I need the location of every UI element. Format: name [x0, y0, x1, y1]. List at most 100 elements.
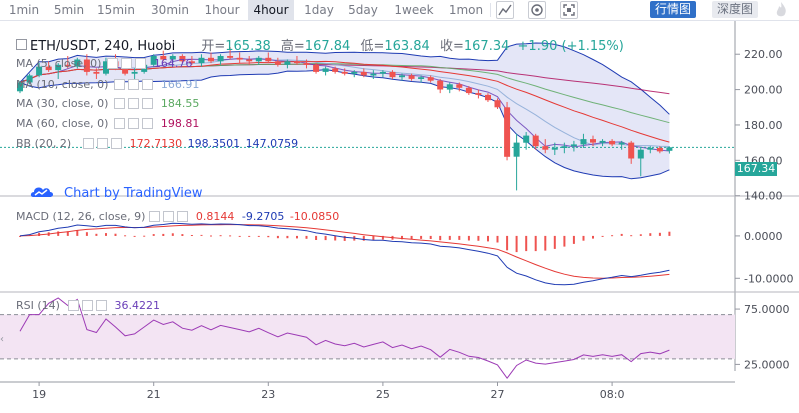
macd-histogram-bar [57, 231, 60, 236]
timeframe-1hour[interactable]: 1hour [204, 3, 240, 17]
ma30-label: MA (30, close, 0) [16, 97, 109, 110]
time-axis-label: 23 [261, 388, 275, 401]
candle-body [198, 57, 205, 64]
chart-container[interactable]: 220.00 200.00 180.00 160.00 140.00 0.0000 -10.… [0, 21, 799, 409]
panel-resize-handle[interactable]: ‹ [0, 334, 4, 345]
eye-icon[interactable] [114, 79, 126, 90]
settings-icon[interactable] [121, 58, 133, 69]
candle-body [131, 71, 138, 74]
candle-body [494, 100, 501, 108]
candle-body [523, 135, 530, 143]
close-icon[interactable] [142, 118, 154, 129]
timeframe-1day[interactable]: 1day [304, 3, 334, 17]
macd-histogram-bar [458, 235, 461, 240]
macd-histogram-bar [401, 235, 403, 240]
price-axis-label: 140.00 [744, 190, 783, 203]
candle-body [351, 71, 358, 74]
candle-body [169, 56, 176, 60]
bb-legend[interactable]: BB (20, 2) 172.7130 198.3501 147.0759 [16, 137, 298, 150]
eye-icon[interactable] [83, 138, 95, 149]
macd-axis-label: 0.0000 [744, 230, 783, 243]
eye-icon[interactable] [149, 211, 161, 222]
timeframe-1min[interactable]: 1min [8, 3, 40, 17]
macd-histogram-bar [238, 235, 241, 237]
macd-histogram-bar [630, 235, 633, 237]
ma60-legend[interactable]: MA (60, close, 0) 198.81 [16, 117, 199, 130]
fullscreen-icon[interactable] [560, 1, 578, 19]
collapse-icon[interactable] [16, 39, 27, 50]
candle-body [294, 61, 300, 64]
close-icon[interactable] [177, 211, 189, 222]
candle-body [332, 68, 339, 72]
ma10-legend[interactable]: MA (10, close, 0) 166.91 [16, 78, 199, 91]
close-icon[interactable] [111, 138, 123, 149]
candle-body [83, 59, 90, 72]
timeframe-1week[interactable]: 1week [394, 3, 434, 17]
rsi-axis-label: 25.0000 [744, 358, 790, 371]
eye-icon[interactable] [67, 300, 79, 311]
candle-body [446, 84, 453, 90]
candle-body [227, 56, 234, 58]
low-value: 163.84 [384, 39, 430, 54]
ma5-legend[interactable]: MA (5, close, 0) 164.76 [16, 57, 192, 70]
macd-histogram-bar [190, 235, 193, 236]
settings-icon[interactable] [163, 211, 175, 222]
settings-icon[interactable] [128, 118, 140, 129]
bb-label: BB (20, 2) [16, 137, 72, 150]
settings-icon[interactable] [128, 79, 140, 90]
candle-body [255, 57, 262, 62]
macd-histogram-bar [649, 233, 652, 236]
macd-histogram-bar [114, 233, 117, 236]
macd-histogram-bar [544, 235, 547, 251]
eye-icon[interactable] [114, 118, 126, 129]
candle-body [465, 87, 472, 94]
macd-histogram-bar [343, 235, 346, 241]
current-price-tag: 167.34 [735, 162, 777, 176]
macd-histogram-bar [267, 235, 270, 238]
settings-icon[interactable] [528, 1, 546, 19]
close-value: 167.34 [463, 39, 510, 54]
macd-histogram-bar [534, 235, 537, 252]
settings-icon[interactable] [81, 300, 93, 311]
timeframe-1mon[interactable]: 1mon [448, 3, 484, 17]
tradingview-credit[interactable]: Chart by TradingView [30, 184, 202, 201]
macd-histogram-bar [276, 235, 279, 239]
close-icon[interactable] [135, 58, 147, 69]
bb-basis-value: 172.7130 [129, 137, 183, 150]
macd-histogram-bar [334, 235, 337, 241]
macd-histogram-bar [257, 235, 260, 237]
candle-body [55, 64, 62, 71]
timeframe-5min[interactable]: 5min [53, 3, 85, 17]
macd-histogram-bar [448, 235, 451, 240]
macd-histogram-bar [487, 235, 489, 242]
settings-icon[interactable] [97, 138, 109, 149]
close-icon[interactable] [142, 79, 154, 90]
close-icon[interactable] [142, 98, 154, 109]
macd-histogram-bar [105, 233, 107, 236]
close-label: 收= [439, 39, 464, 54]
timeframe-30min[interactable]: 30min [151, 3, 189, 17]
timeframe-15min[interactable]: 15min [97, 3, 135, 17]
rsi-axis-label: 75.0000 [744, 303, 790, 316]
timeframe-5day[interactable]: 5day [348, 3, 378, 17]
candlestick-chart[interactable]: 220.00200.00180.00160.00140.000.0000-10.… [0, 21, 799, 409]
macd-histogram-bar [372, 235, 375, 241]
rsi-legend[interactable]: RSI (14) 36.4221 [16, 299, 160, 312]
macd-histogram-bar [592, 235, 594, 239]
macd-histogram-bar [296, 235, 298, 239]
timeframe-4hour[interactable]: 4hour [248, 0, 294, 20]
macd-histogram-bar [601, 235, 604, 237]
close-icon[interactable] [95, 300, 107, 311]
eye-icon[interactable] [114, 98, 126, 109]
macd-histogram-bar [248, 235, 251, 237]
settings-icon[interactable] [128, 98, 140, 109]
eye-icon[interactable] [107, 58, 119, 69]
depth-view-button[interactable]: 深度图 [712, 1, 758, 18]
macd-histogram-bar [305, 235, 308, 239]
kline-view-button[interactable]: 行情图 [650, 1, 696, 18]
line-chart-icon[interactable] [496, 1, 514, 19]
macd-histogram-bar [19, 235, 21, 237]
candle-body [93, 71, 100, 74]
macd-legend[interactable]: MACD (12, 26, close, 9) 0.8144 -9.2705 -… [16, 210, 339, 223]
ma30-legend[interactable]: MA (30, close, 0) 184.55 [16, 97, 199, 110]
